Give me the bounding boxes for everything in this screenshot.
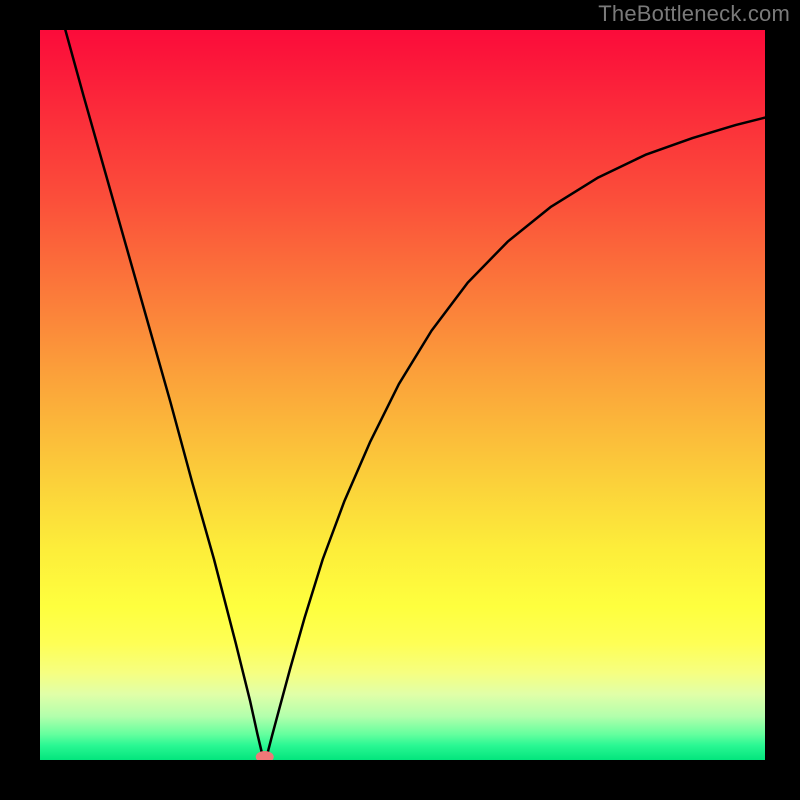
plot-area [40,30,765,760]
curve-minimum-marker [256,751,274,760]
watermark-text: TheBottleneck.com [598,1,790,27]
curve-svg [40,30,765,760]
bottleneck-curve [65,30,765,760]
frame: TheBottleneck.com [0,0,800,800]
